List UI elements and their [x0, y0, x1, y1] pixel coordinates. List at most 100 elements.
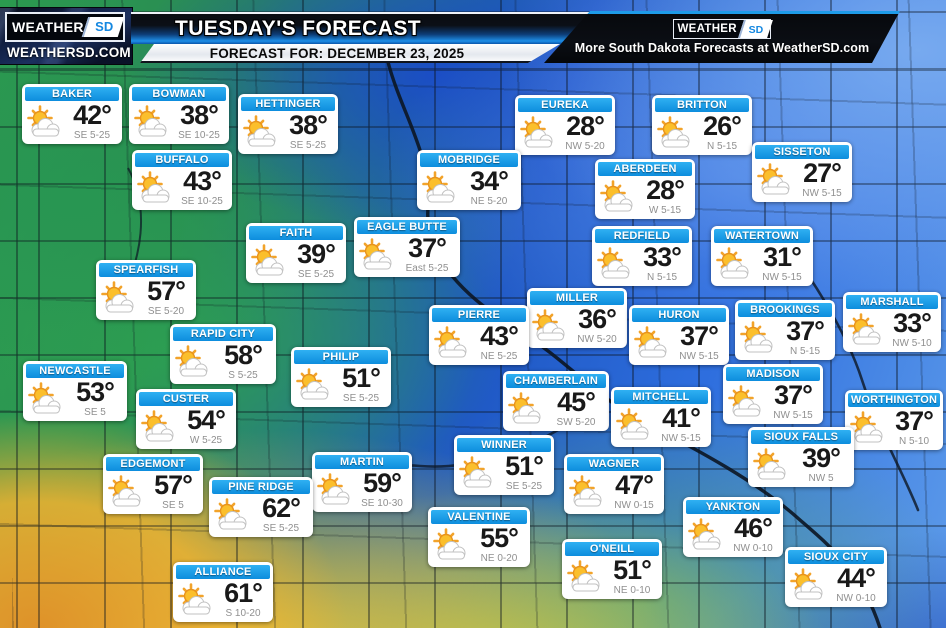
wind-label: NW 0-10 [733, 543, 773, 554]
city-name-label: HURON [632, 308, 726, 322]
wind-label: SE 5 [162, 500, 184, 511]
city-card-body: 41° NW 5-15 [614, 404, 708, 445]
city-readings: 31° NW 5-15 [754, 244, 810, 284]
partly-cloudy-icon [740, 320, 773, 353]
temperature-label: 38° [180, 100, 219, 130]
city-readings: 51° SE 5-25 [497, 453, 551, 493]
city-readings: 33° NW 5-10 [886, 310, 938, 350]
wind-label: SE 5-25 [262, 523, 300, 534]
temperature-label: 51° [613, 555, 652, 585]
temperature-label: 47° [615, 470, 654, 500]
city-readings: 38° SE 5-25 [281, 112, 335, 152]
partly-cloudy-icon [657, 115, 690, 148]
city-card: BRITTON [652, 95, 752, 155]
temperature-label: 37° [774, 380, 813, 410]
wind-label: SE 5-20 [147, 306, 185, 317]
city-card-body: 28° W 5-15 [598, 176, 692, 217]
city-name-label: MILLER [530, 291, 624, 305]
city-name-label: REDFIELD [595, 229, 689, 243]
city-readings: 27° NW 5-15 [795, 160, 849, 200]
city-name-label: EDGEMONT [106, 457, 200, 471]
promo-banner: WEATHER SD More South Dakota Forecasts a… [544, 11, 900, 63]
city-card-body: 51° NE 0-10 [565, 556, 659, 597]
partly-cloudy-icon [108, 474, 141, 507]
city-card-body: 26° N 5-15 [655, 112, 749, 153]
temperature-label: 33° [643, 242, 682, 272]
partly-cloudy-icon [101, 280, 134, 313]
city-readings: 46° NW 0-10 [726, 515, 780, 555]
wind-label: NW 5 [808, 473, 834, 484]
wind-label: SE 5-25 [73, 130, 111, 141]
temperature-label: 37° [786, 316, 825, 346]
partly-cloudy-icon [520, 115, 553, 148]
city-readings: 42° SE 5-25 [65, 102, 119, 142]
city-readings: 53° SE 5 [66, 379, 124, 419]
wind-label: S 10-20 [225, 608, 261, 619]
partly-cloudy-icon [317, 472, 350, 505]
promo-text: More South Dakota Forecasts at WeatherSD… [574, 41, 870, 55]
city-readings: 57° SE 5 [146, 472, 200, 512]
partly-cloudy-icon [27, 104, 60, 137]
temperature-label: 54° [187, 405, 226, 435]
city-card: BUFFALO [132, 150, 232, 210]
city-name-label: EUREKA [518, 98, 612, 112]
city-readings: 51° SE 5-25 [334, 365, 388, 405]
city-card-body: 45° SW 5-20 [506, 388, 606, 429]
city-card-body: 38° SE 10-25 [132, 101, 226, 142]
city-card: ABERDEEN [595, 159, 695, 219]
city-card: EDGEMONT [103, 454, 203, 514]
city-name-label: BROOKINGS [738, 303, 832, 317]
city-readings: 39° SE 5-25 [289, 241, 343, 281]
city-readings: 37° NW 5-15 [766, 382, 820, 422]
wind-label: NE 5-25 [480, 351, 518, 362]
temperature-label: 38° [289, 110, 328, 140]
city-name-label: WORTHINGTON [848, 393, 940, 407]
city-readings: 38° SE 10-25 [172, 102, 226, 142]
city-readings: 54° W 5-25 [179, 407, 233, 447]
wind-label: SE 5-25 [289, 140, 327, 151]
partly-cloudy-icon [600, 179, 633, 212]
temperature-label: 42° [73, 100, 112, 130]
promo-weather-sd-logo: WEATHER SD [673, 19, 772, 39]
wind-label: SW 5-20 [556, 417, 596, 428]
partly-cloudy-icon [616, 407, 649, 440]
city-readings: 28° W 5-15 [638, 177, 692, 217]
city-readings: 43° SE 10-25 [175, 168, 229, 208]
city-readings: 62° SE 5-25 [252, 495, 310, 535]
city-card-body: 61° S 10-20 [176, 579, 270, 620]
city-readings: 33° N 5-15 [635, 244, 689, 284]
city-card: PINE RIDGE [209, 477, 313, 537]
logo-sd-badge: SD [81, 17, 125, 37]
wind-label: N 5-15 [646, 272, 677, 283]
partly-cloudy-icon [433, 527, 466, 560]
partly-cloudy-icon [532, 308, 565, 341]
partly-cloudy-icon [422, 170, 455, 203]
partly-cloudy-icon [175, 344, 208, 377]
city-card-body: 44° NW 0-10 [788, 564, 884, 605]
wind-label: W 5-15 [648, 205, 682, 216]
city-name-label: SISSETON [755, 145, 849, 159]
wind-label: NW 0-10 [836, 593, 876, 604]
city-card: SPEARFISH [96, 260, 196, 320]
city-name-label: CHAMBERLAIN [506, 374, 606, 388]
temperature-label: 62° [262, 493, 301, 523]
city-card: YANKTON [683, 497, 783, 557]
logo-brand-label: WEATHER [12, 19, 84, 35]
city-card-body: 34° NE 5-20 [420, 167, 518, 208]
city-card: ALLIANCE [173, 562, 273, 622]
partly-cloudy-icon [28, 381, 61, 414]
temperature-label: 57° [147, 276, 186, 306]
city-card-body: 57° SE 5-20 [99, 277, 193, 318]
partly-cloudy-icon [634, 325, 667, 358]
city-card-body: 28° NW 5-20 [518, 112, 612, 153]
city-card-body: 43° SE 10-25 [135, 167, 229, 208]
city-name-label: SIOUX CITY [788, 550, 884, 564]
temperature-label: 37° [895, 406, 934, 436]
city-name-label: BUFFALO [135, 153, 229, 167]
city-card-body: 43° NE 5-25 [432, 322, 526, 363]
city-card-body: 36° NW 5-20 [530, 305, 624, 346]
city-name-label: VALENTINE [431, 510, 527, 524]
city-card-body: 47° NW 0-15 [567, 471, 661, 512]
city-name-label: PIERRE [432, 308, 526, 322]
